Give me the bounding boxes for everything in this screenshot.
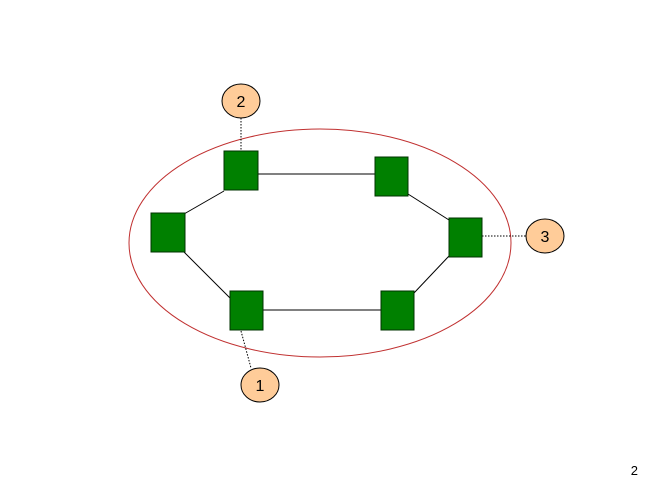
link-f-a	[183, 190, 225, 215]
page-number: 2	[630, 463, 638, 478]
links	[183, 173, 450, 311]
callout-1: 1	[240, 367, 280, 403]
callout-1-label: 1	[256, 378, 265, 395]
node-d[interactable]	[380, 290, 415, 331]
node-f[interactable]	[150, 212, 186, 253]
callout-3: 3	[525, 218, 565, 254]
callout-1-badge	[240, 367, 280, 403]
node-e[interactable]	[229, 290, 264, 331]
callout-3-label: 3	[541, 229, 550, 246]
nodes	[150, 150, 483, 331]
node-a[interactable]	[223, 150, 259, 191]
leader-lines	[240, 118, 527, 369]
leader-1	[240, 330, 252, 369]
link-e-f	[183, 251, 231, 299]
node-c[interactable]	[448, 217, 483, 258]
node-b[interactable]	[374, 156, 409, 197]
callout-2-label: 2	[237, 94, 246, 111]
callout-3-badge	[525, 218, 565, 254]
link-b-c	[407, 193, 450, 221]
callout-2: 2	[221, 83, 261, 119]
callout-2-badge	[221, 83, 261, 119]
link-c-d	[413, 255, 450, 294]
ring-boundary	[128, 128, 512, 358]
